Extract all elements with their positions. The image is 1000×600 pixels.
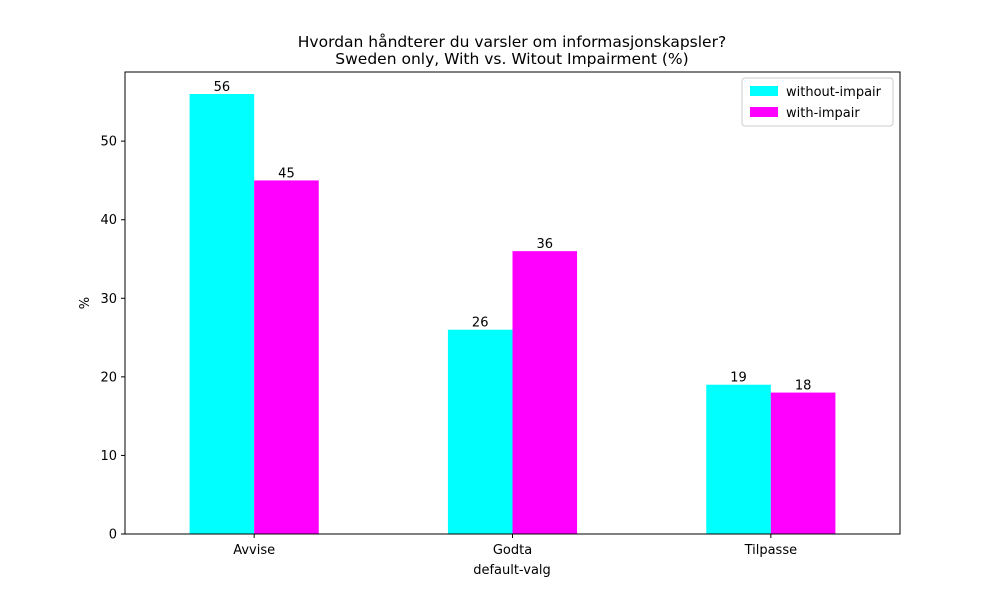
y-tick-label-30: 30 <box>100 292 117 307</box>
y-tick-label-20: 20 <box>100 370 117 385</box>
y-tick-label-40: 40 <box>100 213 117 228</box>
bar-without-impair-tilpasse <box>706 384 771 534</box>
plot-frame <box>124 71 901 535</box>
x-axis-label: default-valg <box>473 563 551 578</box>
chart-subtitle: Sweden only, With vs. Witout Impairment … <box>335 50 688 68</box>
legend-label-without-impair: without-impair <box>786 85 882 100</box>
legend: without-impair with-impair <box>741 77 894 127</box>
bar-with-impair-tilpasse <box>770 392 836 534</box>
bar-without-impair-avvise <box>189 94 255 534</box>
bar-with-impair-godta <box>512 251 578 534</box>
chart-title: Hvordan håndterer du varsler om informas… <box>298 33 726 51</box>
data-label-with-impair-tilpasse: 18 <box>795 379 812 394</box>
data-label-without-impair-avvise: 56 <box>214 80 231 95</box>
y-axis-label: % <box>78 297 93 309</box>
axes-layer: Avvise Godta Tilpasse 0 10 20 30 40 50 <box>100 71 901 558</box>
legend-swatch-with-impair <box>750 107 778 117</box>
legend-box <box>741 77 894 127</box>
data-label-without-impair-tilpasse: 19 <box>730 371 747 386</box>
bar-with-impair-avvise <box>254 180 319 534</box>
x-tick-label-tilpasse: Tilpasse <box>744 543 798 558</box>
y-tick-label-50: 50 <box>100 135 117 150</box>
x-tick-label-godta: Godta <box>493 543 532 558</box>
y-tick-label-10: 10 <box>100 449 117 464</box>
bar-without-impair-godta <box>447 329 513 534</box>
data-label-without-impair-godta: 26 <box>472 316 489 331</box>
y-tick-label-0: 0 <box>109 528 117 543</box>
data-label-with-impair-godta: 36 <box>537 237 554 252</box>
bars-layer: 56 45 26 36 19 18 <box>189 80 836 534</box>
data-label-with-impair-avvise: 45 <box>278 166 295 181</box>
x-tick-label-avvise: Avvise <box>233 543 275 558</box>
legend-swatch-without-impair <box>750 86 778 96</box>
legend-label-with-impair: with-impair <box>786 106 860 121</box>
